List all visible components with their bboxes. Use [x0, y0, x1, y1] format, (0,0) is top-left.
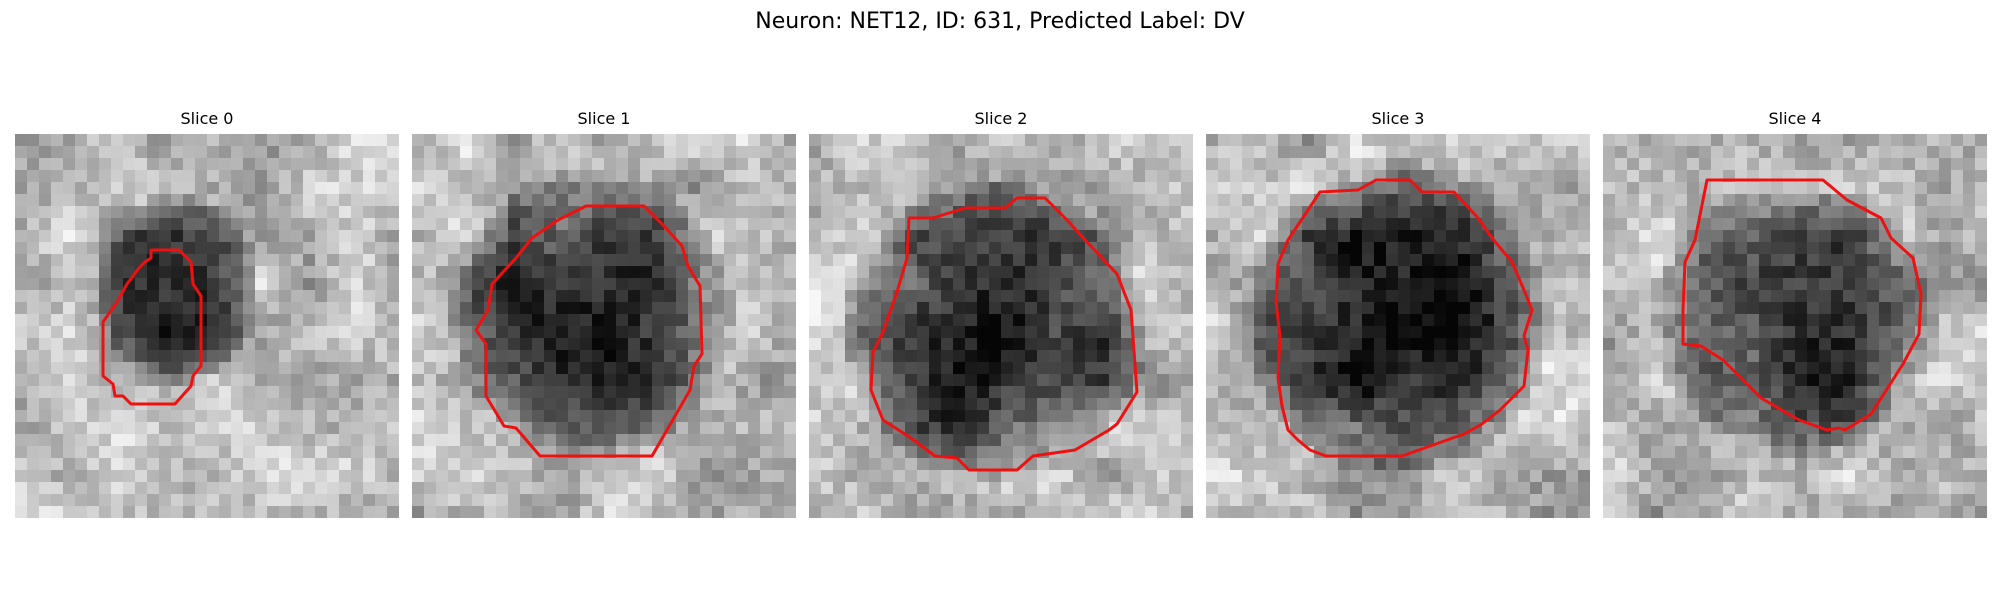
slice-title: Slice 4 — [1768, 109, 1822, 128]
figure-title: Neuron: NET12, ID: 631, Predicted Label:… — [755, 9, 1245, 34]
pixel-grid — [15, 134, 399, 518]
microscopy-image — [412, 134, 796, 518]
pixel-grid — [809, 134, 1193, 518]
roi-contour — [101, 248, 203, 406]
roi-contour — [869, 196, 1139, 472]
slice-title: Slice 1 — [577, 109, 631, 128]
roi-contour — [474, 204, 704, 458]
roi-contour — [1681, 178, 1923, 432]
microscopy-image — [1206, 134, 1590, 518]
microscopy-image — [1603, 134, 1987, 518]
slice-title: Slice 3 — [1371, 109, 1425, 128]
slice-panel-4: Slice 4 — [1603, 108, 1987, 521]
slice-panel-2: Slice 2 — [809, 108, 1193, 521]
pixel-grid — [1206, 134, 1590, 518]
slice-panel-0: Slice 0 — [15, 108, 399, 521]
slice-panel-3: Slice 3 — [1206, 108, 1590, 521]
slice-panel-1: Slice 1 — [412, 108, 796, 521]
slice-title: Slice 0 — [180, 109, 234, 128]
microscopy-image — [15, 134, 399, 518]
roi-contour — [1274, 178, 1534, 458]
microscopy-image — [809, 134, 1193, 518]
pixel-grid — [412, 134, 796, 518]
pixel-grid — [1603, 134, 1987, 518]
slice-title: Slice 2 — [974, 109, 1028, 128]
